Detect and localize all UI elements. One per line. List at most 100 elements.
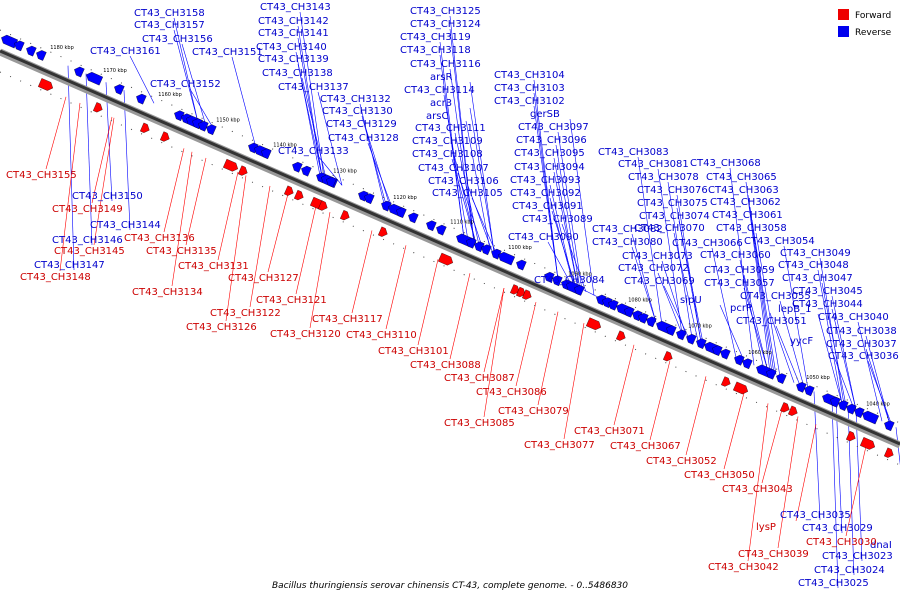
forward-leader-line bbox=[93, 117, 115, 246]
kbp-tick-label: 1120 kbp bbox=[393, 195, 417, 201]
reverse-leader-line bbox=[451, 158, 477, 244]
reverse-gene-label: CT43_CH3096 bbox=[516, 135, 587, 146]
reverse-leader-line bbox=[729, 167, 755, 366]
reverse-gene-arrow bbox=[574, 285, 585, 296]
reverse-gene-arrow bbox=[734, 354, 745, 366]
forward-leader-line bbox=[385, 245, 407, 330]
forward-gene-arrow bbox=[846, 430, 856, 442]
reverse-gene-arrow bbox=[676, 329, 687, 341]
reverse-gene-label: CT43_CH3151 bbox=[192, 47, 263, 58]
forward-gene-arrow bbox=[238, 165, 248, 176]
reverse-leader-line bbox=[85, 73, 93, 246]
reverse-leader-line bbox=[637, 156, 663, 326]
reverse-gene-label: CT43_CH3103 bbox=[494, 83, 565, 94]
forward-leader-line bbox=[59, 102, 81, 272]
legend-label: Reverse bbox=[855, 28, 892, 38]
forward-leader-line bbox=[295, 205, 317, 295]
forward-leader-line bbox=[225, 175, 247, 322]
kbp-ticks: 1180 kbp 1170 kbp 1160 kbp 1150 kbp 1140 kbp… bbox=[50, 45, 890, 407]
forward-leader-line bbox=[171, 151, 193, 287]
forward-gene-arrow bbox=[38, 78, 54, 91]
reverse-leader-line bbox=[663, 285, 689, 337]
reverse-leader-line bbox=[367, 142, 393, 208]
reverse-leader-line bbox=[755, 232, 781, 377]
reverse-gene-arrow bbox=[646, 316, 657, 328]
reverse-leader-line bbox=[631, 246, 657, 323]
reverse-leader-line bbox=[817, 313, 843, 404]
reverse-leader-line bbox=[855, 409, 863, 562]
forward-gene-arrow bbox=[160, 131, 170, 142]
reverse-leader-line bbox=[719, 304, 745, 361]
reverse-leader-line bbox=[361, 115, 387, 205]
kbp-tick-label: 1110 kbp bbox=[450, 220, 474, 226]
forward-gene-label: CT43_CH3030 bbox=[806, 537, 877, 548]
reverse-gene-label: CT43_CH3143 bbox=[260, 2, 331, 13]
forward-gene-label: CT43_CH3135 bbox=[146, 246, 217, 257]
forward-gene-label: CT43_CH3042 bbox=[708, 562, 779, 573]
genome-backbone bbox=[0, 29, 900, 466]
reverse-leader-line bbox=[465, 120, 491, 251]
reverse-gene-arrow bbox=[426, 220, 437, 232]
reverse-gene-label: CT43_CH3095 bbox=[514, 148, 585, 159]
reverse-leader-line bbox=[783, 245, 809, 389]
reverse-gene-label: CT43_CH3109 bbox=[412, 136, 483, 147]
reverse-leader-line bbox=[173, 17, 199, 123]
forward-gene-label: lysP bbox=[756, 522, 776, 533]
reverse-gene-label: CT43_CH3076 bbox=[637, 185, 708, 196]
reverse-leader-line bbox=[365, 128, 391, 207]
reverse-gene-arrow bbox=[436, 224, 447, 236]
reverse-leader-line bbox=[123, 90, 131, 231]
reverse-gene-arrow bbox=[326, 176, 337, 188]
reverse-leader-line bbox=[743, 274, 769, 372]
reverse-gene-label: CT43_CH3111 bbox=[415, 123, 486, 134]
reverse-gene-label: CT43_CH3059 bbox=[704, 265, 775, 276]
reverse-gene-label: CT43_CH3150 bbox=[72, 191, 143, 202]
reverse-gene-label: CT43_CH3119 bbox=[400, 32, 471, 43]
legend-swatch bbox=[838, 9, 849, 20]
reverse-gene-arrow bbox=[14, 40, 25, 52]
reverse-leader-line bbox=[533, 105, 559, 280]
kbp-tick-label: 1040 kbp bbox=[866, 401, 890, 407]
kbp-tick-label: 1130 kbp bbox=[333, 169, 357, 175]
reverse-gene-label: CT43_CH3114 bbox=[404, 85, 475, 96]
forward-gene-arrow bbox=[318, 200, 328, 211]
reverse-gene-label: CT43_CH3051 bbox=[736, 316, 807, 327]
reverse-leader-line bbox=[301, 77, 327, 179]
reverse-leader-line bbox=[553, 157, 579, 289]
forward-gene-label: CT43_CH3121 bbox=[256, 295, 327, 306]
map-caption: Bacillus thuringiensis serovar chinensis… bbox=[272, 581, 628, 591]
reverse-leader-line bbox=[557, 131, 583, 291]
reverse-leader-line bbox=[857, 321, 883, 422]
reverse-leader-line bbox=[297, 63, 323, 177]
reverse-gene-arrow bbox=[862, 410, 879, 425]
reverse-gene-arrow bbox=[396, 207, 407, 218]
reverse-gene-arrow bbox=[74, 66, 85, 78]
forward-gene-label: CT43_CH3127 bbox=[228, 273, 299, 284]
forward-gene-arrow bbox=[510, 284, 520, 295]
forward-gene-label: CT43_CH3085 bbox=[444, 418, 515, 429]
forward-leader-line bbox=[309, 212, 331, 329]
reverse-gene-arrow bbox=[804, 385, 815, 397]
reverse-gene-label: CT43_CH3062 bbox=[710, 197, 781, 208]
forward-leader-line bbox=[449, 273, 471, 360]
reverse-gene-label: CT43_CH3048 bbox=[778, 260, 849, 271]
backbone-line bbox=[0, 49, 900, 446]
forward-gene-arrow bbox=[522, 289, 532, 300]
forward-leader-line bbox=[845, 446, 867, 537]
forward-leader-line bbox=[563, 322, 585, 440]
forward-gene-arrow bbox=[294, 189, 304, 201]
reverse-leader-line bbox=[821, 282, 847, 406]
reverse-gene-label: CT43_CH3073 bbox=[622, 251, 693, 262]
reverse-leader-line bbox=[813, 391, 821, 521]
reverse-gene-arrow bbox=[624, 306, 635, 318]
reverse-leader-line bbox=[743, 287, 769, 372]
reverse-gene-arrow bbox=[1, 34, 18, 49]
forward-leader-line bbox=[45, 96, 67, 170]
reverse-gene-label: CT43_CH3105 bbox=[432, 188, 503, 199]
kbp-tick-label: 1160 kbp bbox=[158, 92, 182, 98]
reverse-gene-label: CT43_CH3070 bbox=[634, 223, 705, 234]
reverse-gene-label: CT43_CH3074 bbox=[639, 211, 710, 222]
reverse-gene-label: CT43_CH3060 bbox=[700, 250, 771, 261]
reverse-leader-line bbox=[551, 210, 577, 288]
reverse-gene-label: CT43_CH3140 bbox=[256, 42, 327, 53]
